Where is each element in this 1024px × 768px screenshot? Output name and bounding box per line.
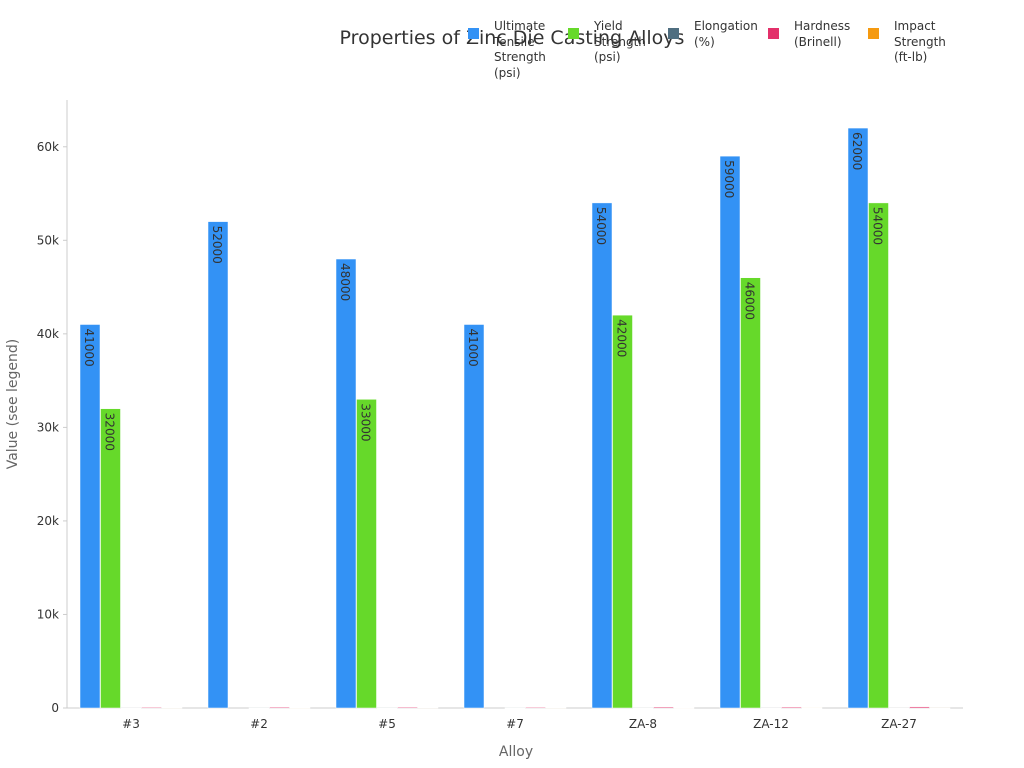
legend-item: Impact Strength (ft-lb) <box>868 19 968 81</box>
legend-swatch <box>768 28 779 39</box>
bar <box>888 707 910 709</box>
legend-swatch <box>668 28 679 39</box>
legend-swatch <box>468 28 479 39</box>
x-tick-label: ZA-12 <box>753 717 789 731</box>
legend-swatch <box>868 28 879 39</box>
y-tick-label: 30k <box>37 420 59 434</box>
bar <box>673 707 695 709</box>
y-tick-label: 10k <box>37 607 59 621</box>
bar <box>760 707 782 709</box>
x-tick-label: #2 <box>250 717 268 731</box>
x-axis-title: Alloy <box>499 744 533 760</box>
value-label: 62000 <box>850 132 864 170</box>
bar <box>100 408 121 709</box>
bar <box>504 707 526 709</box>
y-tick-label: 50k <box>37 233 59 247</box>
value-label: 46000 <box>743 282 757 320</box>
y-tick-label: 0 <box>51 701 59 715</box>
bar <box>397 706 418 709</box>
bar <box>632 707 654 709</box>
legend-label: Impact Strength (ft-lb) <box>894 19 946 64</box>
bar <box>289 707 311 709</box>
bar <box>929 707 951 709</box>
value-label: 32000 <box>103 413 117 451</box>
bar <box>545 707 567 709</box>
bar <box>79 324 101 709</box>
value-label: 33000 <box>359 403 373 441</box>
legend-item: Hardness (Brinell) <box>768 19 868 81</box>
chart-title: Properties of Zinc Die Casting Alloys <box>340 27 685 49</box>
legend-swatch <box>568 28 579 39</box>
bar <box>612 314 633 709</box>
bar <box>740 277 761 709</box>
value-label: 48000 <box>338 263 352 301</box>
legend-label: Hardness (Brinell) <box>794 19 851 49</box>
x-tick-label: #3 <box>122 717 140 731</box>
bar <box>868 202 889 709</box>
bar <box>909 706 930 709</box>
bar <box>269 706 290 709</box>
bar <box>719 155 741 709</box>
value-label: 59000 <box>722 160 736 198</box>
value-label: 54000 <box>871 207 885 245</box>
x-tick-label: ZA-8 <box>629 717 657 731</box>
legend-item: Elongation (%) <box>668 19 768 81</box>
legend-label: Ultimate Tensile Strength (psi) <box>494 19 546 80</box>
value-label: 54000 <box>594 207 608 245</box>
bar <box>335 258 357 709</box>
value-label: 42000 <box>615 319 629 357</box>
bar <box>356 399 377 709</box>
value-label: 41000 <box>82 328 96 366</box>
y-tick-label: 20k <box>37 514 59 528</box>
legend-label: Elongation (%) <box>694 19 758 49</box>
y-axis-title: Value (see legend) <box>5 339 21 470</box>
bar <box>141 706 162 709</box>
x-tick-label: #5 <box>378 717 396 731</box>
y-tick-label: 60k <box>37 140 59 154</box>
bar <box>161 707 183 709</box>
legend-item: Ultimate Tensile Strength (psi) <box>468 19 568 81</box>
legend-item: Yield Strength (psi) <box>568 19 668 81</box>
legend-label: Yield Strength (psi) <box>594 19 646 64</box>
x-tick-label: #7 <box>506 717 524 731</box>
bar <box>525 707 546 709</box>
bar <box>591 202 613 709</box>
bar <box>120 707 142 709</box>
y-tick-label: 40k <box>37 327 59 341</box>
x-tick-label: ZA-27 <box>881 717 917 731</box>
bar <box>376 707 398 709</box>
bar <box>653 706 674 709</box>
bar <box>801 707 823 709</box>
legend: Ultimate Tensile Strength (psi) Yield Str… <box>468 19 968 81</box>
value-label: 52000 <box>210 226 224 264</box>
bar <box>847 127 869 709</box>
bar <box>248 707 270 709</box>
value-label: 41000 <box>466 328 480 366</box>
bar <box>207 221 229 709</box>
bar <box>781 706 802 709</box>
bar <box>417 707 439 709</box>
bar <box>463 324 485 709</box>
